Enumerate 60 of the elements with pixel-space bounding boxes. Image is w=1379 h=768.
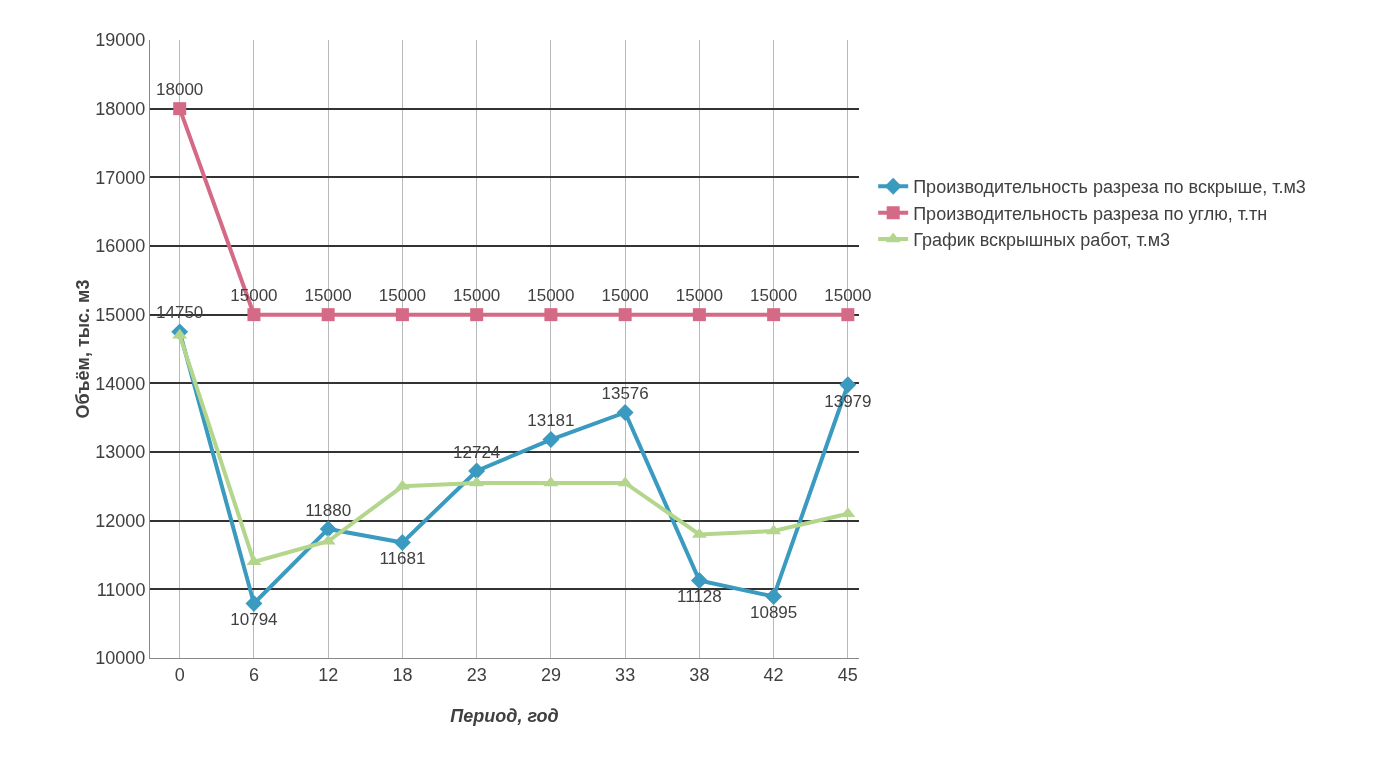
data-label: 15000 [527,286,575,306]
data-label: 15000 [601,286,649,306]
point [542,431,560,449]
x-tick-label: 23 [466,664,487,685]
data-label: 15000 [749,286,798,306]
x-tick-label: 33 [615,664,636,685]
data-label: 11681 [379,549,426,569]
point [767,308,781,322]
point [245,595,263,612]
y-tick-label: 17000 [95,167,146,188]
point [690,572,708,589]
x-tick-label: 12 [318,664,339,685]
x-tick-label: 18 [392,664,413,685]
point [692,308,706,322]
x-tick-label: 38 [689,664,710,685]
point [839,376,857,394]
x-tick-label: 0 [174,664,185,685]
point [173,102,187,116]
legend-label: Производительность разреза по вскрыше, т.м3 [913,177,1306,198]
data-label: 11128 [677,587,722,607]
legend-label: График вскрышных работ, т.м3 [913,230,1171,251]
data-label: 13576 [601,384,649,404]
x-axis-title: Период, год [450,706,559,726]
data-label: 15000 [378,286,427,306]
y-tick-label: 18000 [95,98,146,119]
x-tick-label: 6 [248,664,259,685]
data-label: 10895 [749,603,798,623]
point [841,308,855,322]
x-tick-label: 42 [763,664,784,685]
point [544,308,558,322]
data-label: 18000 [156,80,204,100]
point [321,308,335,322]
y-tick-label: 10000 [95,648,146,669]
data-label: 15000 [824,286,872,306]
y-tick-label: 13000 [95,442,146,463]
y-tick-label: 19000 [95,30,146,51]
y-tick-label: 12000 [95,510,146,531]
y-axis-title: Объём, тыс. м3 [73,279,94,419]
data-label: 15000 [675,286,724,306]
data-label: 13181 [527,411,575,431]
point [395,308,409,322]
point [468,462,486,480]
point [616,404,634,421]
y-tick-label: 15000 [95,304,146,325]
point [393,534,411,552]
y-tick-label: 11000 [96,579,146,600]
point [470,308,484,322]
data-label: 11880 [305,500,352,520]
point [618,308,632,322]
x-tick-label: 29 [540,664,561,685]
data-label: 15000 [453,286,501,306]
x-tick-label: 45 [837,664,858,685]
point [319,520,337,538]
y-tick-label: 14000 [95,373,146,394]
data-label: 15000 [304,286,352,306]
y-tick-label: 16000 [95,236,146,257]
legend-label: Производительность разреза по углю, т.тн [913,203,1268,224]
point [247,308,261,322]
data-label: 10794 [230,610,278,630]
point [765,588,783,605]
